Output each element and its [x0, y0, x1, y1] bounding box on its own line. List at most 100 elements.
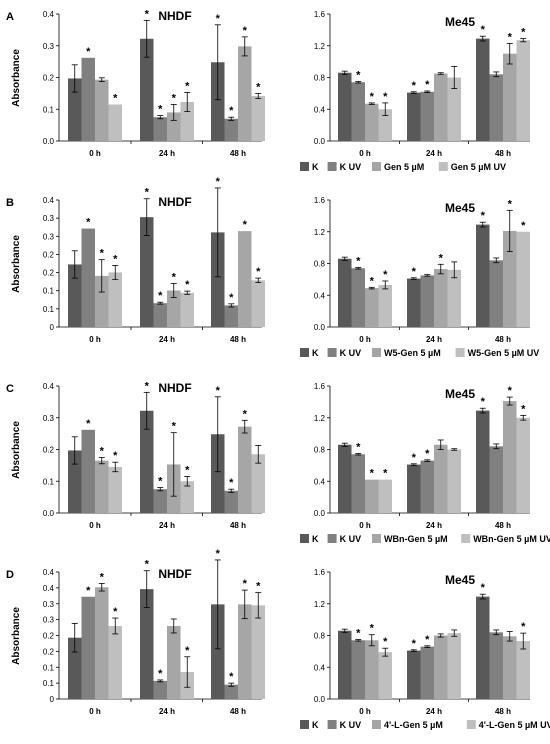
legend: K K UV W5-Gen 5 µM W5-Gen 5 µM UV — [300, 348, 539, 358]
significance-star: * — [185, 645, 190, 657]
significance-star: * — [216, 385, 221, 397]
significance-star: * — [172, 421, 177, 433]
y-tick-label: 0.4 — [43, 568, 55, 577]
y-tick-label: 0.2 — [43, 647, 55, 656]
bar — [351, 268, 365, 327]
significance-star: * — [356, 441, 361, 453]
significance-star: * — [356, 69, 361, 81]
bar — [167, 112, 181, 141]
bar — [251, 95, 265, 141]
y-tick-label: 0.0 — [314, 695, 326, 704]
significance-star: * — [172, 92, 177, 104]
significance-star: * — [370, 623, 375, 635]
legend-label: K UV — [340, 534, 362, 544]
significance-star: * — [412, 452, 417, 464]
bar — [378, 652, 392, 699]
bar — [351, 82, 365, 141]
y-axis-title: Absorbance — [11, 49, 22, 107]
legend-label: 4'-L-Gen 5 µM UV — [479, 720, 550, 730]
bar — [238, 46, 252, 142]
significance-star: * — [412, 638, 417, 650]
legend-swatch — [300, 534, 309, 543]
x-tick-label: 0 h — [89, 521, 101, 530]
significance-star: * — [508, 198, 513, 210]
y-tick-label: 0.8 — [314, 74, 326, 83]
bar — [338, 630, 352, 699]
bar — [503, 53, 517, 141]
bar — [503, 401, 517, 513]
significance-star: * — [185, 279, 190, 291]
x-tick-label: 0 h — [359, 707, 371, 716]
y-tick-label: 1.6 — [314, 196, 326, 205]
significance-star: * — [425, 448, 430, 460]
chart-C-nhdf: 0.0 0.1 0.2 0.3 0.4 0 h 24 h 48 h * * * * * * * * * * NHDF… — [11, 380, 265, 530]
y-tick-label: 0.4 — [43, 196, 55, 205]
significance-star: * — [256, 266, 261, 278]
panel-letter: A — [6, 11, 14, 23]
legend-label: K — [312, 720, 319, 730]
x-tick-label: 48 h — [495, 149, 511, 158]
legend-swatch — [466, 720, 476, 729]
x-tick-label: 48 h — [230, 149, 246, 158]
x-tick-label: 48 h — [495, 521, 511, 530]
significance-star: * — [243, 578, 248, 590]
bar — [180, 101, 194, 141]
x-tick-label: 48 h — [495, 707, 511, 716]
bar — [447, 449, 461, 513]
significance-star: * — [229, 477, 234, 489]
significance-star: * — [229, 105, 234, 117]
significance-star: * — [439, 252, 444, 264]
significance-star: * — [256, 81, 261, 93]
significance-star: * — [412, 266, 417, 278]
bar — [224, 305, 238, 327]
bar — [95, 460, 109, 513]
bar — [365, 479, 379, 513]
significance-star: * — [216, 548, 221, 560]
y-tick-label: 0.0 — [43, 509, 55, 518]
y-tick-label: 0.3 — [43, 600, 55, 609]
y-tick-label: 0.1 — [43, 287, 55, 296]
bar — [224, 490, 238, 513]
x-tick-label: 0 h — [359, 335, 371, 344]
y-axis-title: Absorbance — [11, 607, 22, 665]
x-tick-label: 0 h — [89, 707, 101, 716]
bar — [153, 680, 167, 699]
significance-star: * — [243, 25, 248, 37]
chart-A-nhdf: 0.0 0.1 0.2 0.3 0.4 0 h 24 h 48 h * * * * * * * * * * NHDF… — [11, 8, 265, 158]
y-tick-label: 0.0 — [314, 509, 326, 518]
x-tick-label: 48 h — [230, 335, 246, 344]
y-tick-label: 0.1 — [43, 663, 55, 672]
bar — [211, 62, 225, 142]
bar — [351, 640, 365, 699]
y-tick-label: 0.1 — [43, 105, 55, 114]
bar — [407, 278, 421, 327]
significance-star: * — [508, 31, 513, 43]
bar — [211, 434, 225, 513]
significance-star: * — [425, 79, 430, 91]
bar — [224, 684, 238, 699]
significance-star: * — [370, 468, 375, 480]
significance-star: * — [100, 445, 105, 457]
bar — [238, 231, 252, 327]
legend-swatch — [327, 720, 337, 729]
bar — [251, 605, 265, 699]
bar — [140, 217, 154, 327]
y-tick-label: 0.4 — [43, 10, 55, 19]
bar — [378, 284, 392, 327]
significance-star: * — [113, 92, 118, 104]
significance-star: * — [508, 385, 513, 397]
y-tick-label: 0.3 — [43, 42, 55, 51]
y-tick-label: 0.4 — [314, 291, 326, 300]
chart-D-nhdf: 0 0.1 0.1 0.2 0.2 0.3 0.3 0.4 0.4 0 h 24 h 48 h * * * *… — [11, 548, 265, 716]
legend-label: K UV — [340, 162, 362, 172]
bar — [108, 272, 122, 327]
legend-swatch — [300, 162, 309, 171]
y-tick-label: 0.4 — [314, 663, 326, 672]
chart-A-me45: 0.0 0.4 0.8 1.2 1.6 0 h 24 h 48 h * * * * * * * * Me45 — [314, 10, 530, 158]
bar — [516, 231, 530, 327]
bar — [153, 489, 167, 513]
significance-star: * — [86, 217, 91, 229]
significance-star: * — [383, 468, 388, 480]
bar — [420, 646, 434, 699]
bar — [108, 104, 122, 141]
